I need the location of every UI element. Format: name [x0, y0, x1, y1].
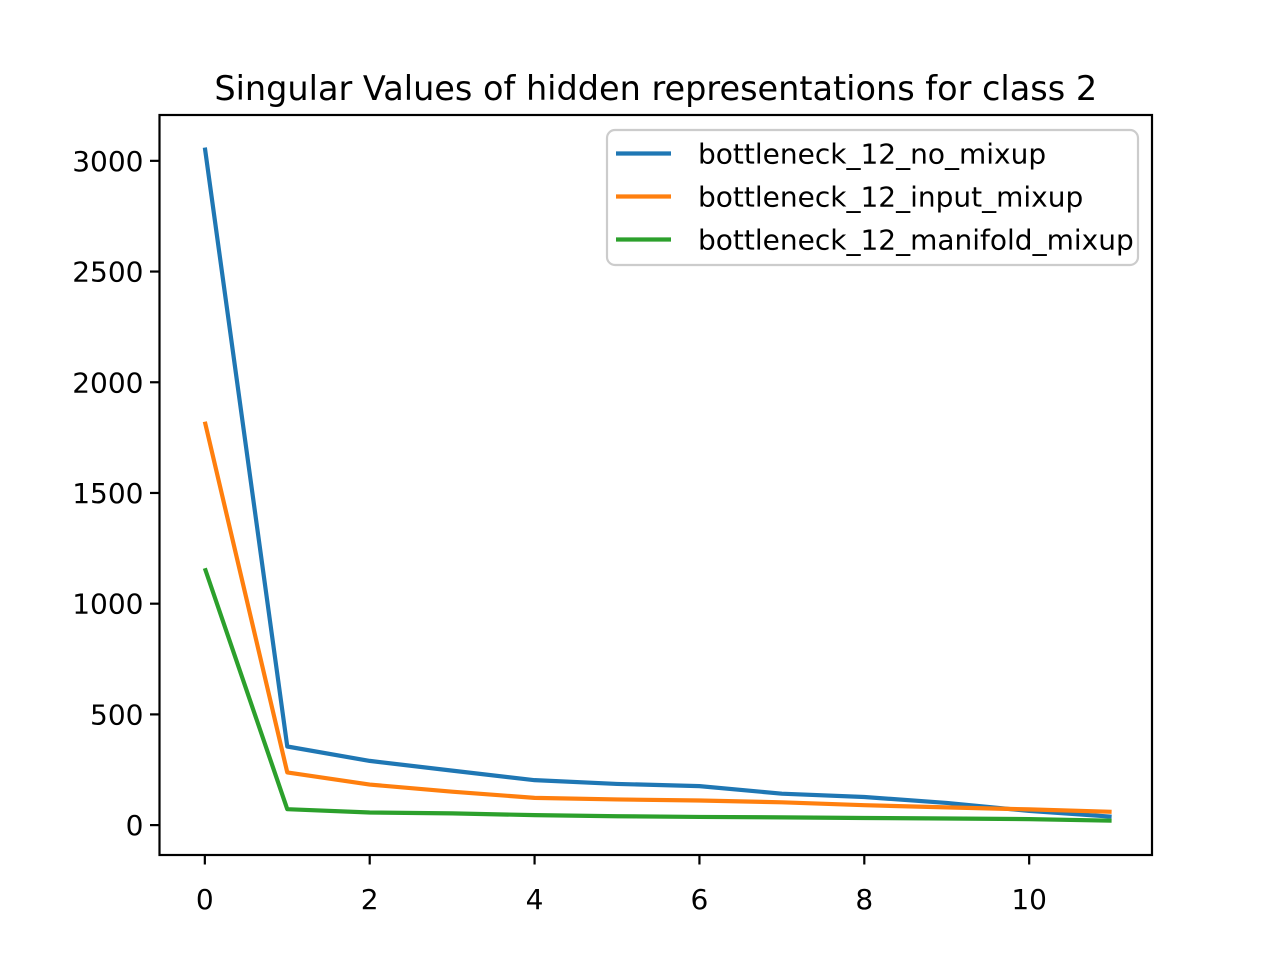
- axes-spines: [158, 113, 1154, 857]
- x-tick-label: 10: [1011, 883, 1047, 916]
- x-tick-label: 4: [526, 883, 544, 916]
- spines-layer: [158, 113, 1154, 857]
- y-tick-label: 1000: [72, 588, 143, 621]
- series-line-bottleneck_12_manifold_mixup: [202, 567, 1112, 823]
- legend-box: [605, 128, 1140, 267]
- series-layer: [202, 147, 1112, 823]
- legend-item-bottleneck_12_manifold_mixup: bottleneck_12_manifold_mixup: [616, 224, 1134, 257]
- legend-item-label: bottleneck_12_manifold_mixup: [698, 224, 1134, 257]
- legend-item-label: bottleneck_12_input_mixup: [698, 181, 1083, 214]
- y-tick-label: 1500: [72, 477, 143, 510]
- x-tick-label: 8: [855, 883, 873, 916]
- x-tick-label: 2: [361, 883, 379, 916]
- y-tick-label: 2500: [72, 256, 143, 289]
- x-tick-label: 0: [196, 883, 214, 916]
- y-tick-label: 500: [90, 698, 143, 731]
- series-line-bottleneck_12_no_mixup: [202, 147, 1112, 819]
- chart-title: Singular Values of hidden representation…: [214, 69, 1097, 108]
- series-line-bottleneck_12_input_mixup: [202, 421, 1112, 814]
- x-tick-label: 6: [691, 883, 709, 916]
- y-tick-label: 2000: [72, 366, 143, 399]
- y-tick-label: 3000: [72, 145, 143, 178]
- legend: bottleneck_12_no_mixup bottleneck_12_inpu…: [605, 128, 1140, 267]
- legend-item-bottleneck_12_no_mixup: bottleneck_12_no_mixup: [616, 138, 1046, 171]
- legend-item-bottleneck_12_input_mixup: bottleneck_12_input_mixup: [616, 181, 1083, 214]
- ticks-layer: 0 2 4 6 8 10 0 500 1000 1500 2000 2500 3000: [72, 145, 1047, 916]
- y-tick-label: 0: [126, 809, 144, 842]
- legend-item-label: bottleneck_12_no_mixup: [698, 138, 1046, 171]
